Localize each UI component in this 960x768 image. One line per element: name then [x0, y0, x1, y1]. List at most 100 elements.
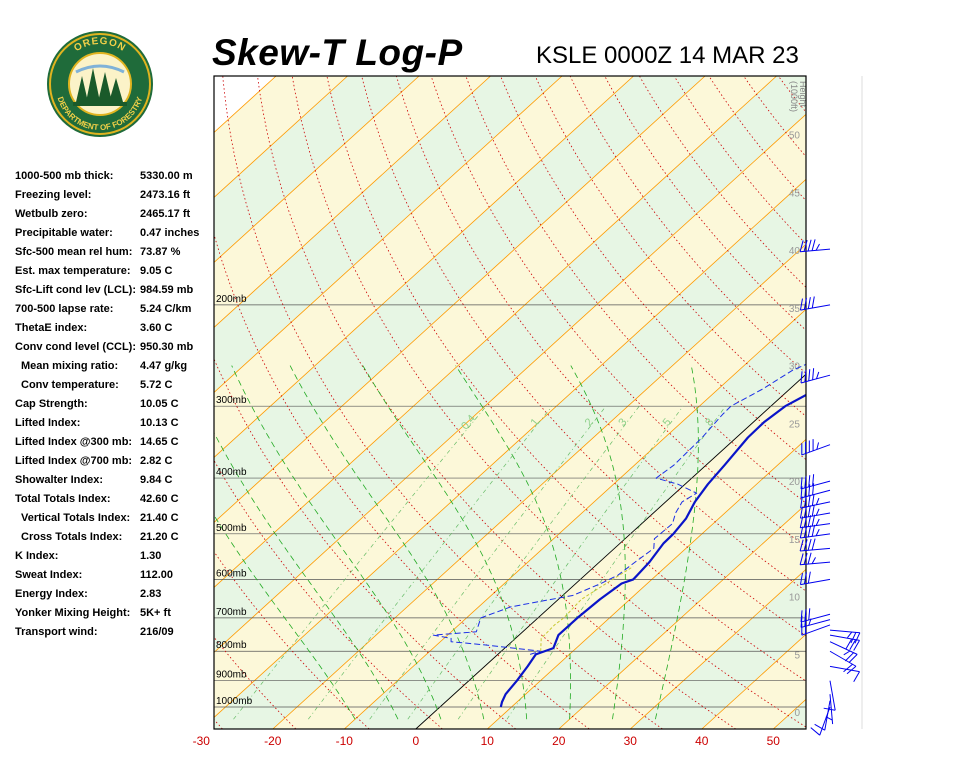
wind-barb — [823, 680, 836, 711]
index-row: Yonker Mixing Height: 5K+ ft — [15, 605, 215, 624]
mixing-ratio-line — [369, 405, 607, 720]
wind-barb — [800, 368, 831, 384]
height-tick-label: 40 — [789, 246, 801, 257]
wind-barb — [799, 296, 831, 311]
index-value: 5.72 C — [140, 379, 173, 391]
index-label: Sfc-500 mean rel hum: — [15, 246, 133, 258]
index-row: Conv temperature: 5.72 C — [15, 377, 215, 396]
index-row: ThetaE index: 3.60 C — [15, 320, 215, 339]
plot-area: 0.4 1 2 3 5 8200mb300mb400mb500mb600mb700mb80… — [0, 75, 806, 729]
index-label: K Index: — [15, 550, 59, 562]
parcel-trace — [540, 566, 634, 652]
index-label: Conv cond level (CCL): — [15, 341, 137, 353]
height-tick-label: 5 — [794, 650, 800, 661]
index-value: 112.00 — [140, 569, 174, 581]
height-tick-label: 50 — [789, 131, 801, 142]
index-row: Showalter Index: 9.84 C — [15, 472, 215, 491]
index-row: Cap Strength: 10.05 C — [15, 396, 215, 415]
dry-adiabat-line — [214, 718, 223, 729]
index-row: Freezing level: 2473.16 ft — [15, 187, 215, 206]
index-row: Conv cond level (CCL): 950.30 mb — [15, 339, 215, 358]
index-row: K Index: 1.30 — [15, 548, 215, 567]
wind-barb — [799, 538, 831, 552]
index-label: Energy Index: — [15, 588, 88, 600]
wind-barb — [801, 439, 831, 456]
dry-adiabat-line — [214, 233, 590, 729]
isotherm-line — [214, 76, 491, 328]
index-value: 2465.17 ft — [140, 208, 191, 220]
index-value: 10.05 C — [140, 398, 179, 410]
wind-barb — [799, 552, 831, 566]
x-tick-label: 20 — [552, 734, 566, 748]
wind-barb — [829, 650, 857, 675]
x-tick-label: 50 — [767, 734, 781, 748]
wind-barb — [800, 474, 831, 490]
isotherm-line — [558, 503, 806, 729]
index-row: Total Totals Index: 42.60 C — [15, 491, 215, 510]
index-row: Mean mixing ratio: 4.47 g/kg — [15, 358, 215, 377]
dry-adiabat-line — [534, 76, 806, 417]
wind-barb — [829, 634, 860, 651]
isotherm-line — [487, 438, 806, 729]
index-value: 9.05 C — [140, 265, 173, 277]
pressure-label: 500mb — [216, 523, 247, 534]
wind-barb — [799, 571, 831, 586]
index-value: 0.47 inches — [140, 227, 200, 239]
height-tick-label: 45 — [789, 188, 801, 199]
index-value: 950.30 mb — [140, 341, 194, 353]
chart-title: Skew-T Log-P — [212, 32, 463, 73]
index-row: Sfc-Lift cond lev (LCL): 984.59 mb — [15, 282, 215, 301]
dewpoint-trace — [432, 363, 806, 655]
station-time-label: KSLE 0000Z 14 MAR 23 — [536, 42, 799, 69]
dry-adiabat-line — [222, 76, 663, 729]
index-row: Est. max temperature: 9.05 C — [15, 263, 215, 282]
isotherm-line — [214, 113, 806, 653]
index-value: 1.30 — [140, 550, 162, 562]
index-label: 700-500 lapse rate: — [15, 303, 114, 315]
index-value: 2473.16 ft — [140, 189, 191, 201]
index-label: Cross Totals Index: — [21, 531, 123, 543]
wind-barb — [810, 706, 831, 736]
moist-adiabat-line — [455, 365, 571, 720]
index-value: 21.40 C — [140, 512, 179, 524]
mixing-ratio-line — [233, 405, 487, 720]
index-label: Sweat Index: — [15, 569, 83, 581]
pressure-label: 200mb — [216, 294, 247, 305]
index-label: Lifted Index @700 mb: — [15, 455, 133, 467]
isotherm-line — [272, 243, 806, 729]
isotherm-line — [214, 76, 563, 393]
height-tick-label: 20 — [789, 477, 801, 488]
index-label: ThetaE index: — [15, 322, 88, 334]
height-tick-label: 15 — [789, 535, 801, 546]
index-row: Sfc-500 mean rel hum: 73.87 % — [15, 244, 215, 263]
index-value: 5330.00 m — [140, 170, 193, 182]
x-tick-label: -30 — [193, 734, 211, 748]
dry-adiabat-line — [257, 76, 737, 729]
wind-barb — [829, 665, 860, 682]
pressure-label: 300mb — [216, 395, 247, 406]
index-value: 14.65 C — [140, 436, 179, 448]
index-value: 3.60 C — [140, 322, 173, 334]
wind-barbs-column — [799, 76, 863, 736]
height-tick-label: 10 — [789, 593, 801, 604]
wind-barb — [801, 622, 831, 636]
oregon-department-of-forestry-logo: OREGON DEPARTMENT OF FORESTRY — [46, 30, 154, 138]
pressure-label: 800mb — [216, 640, 247, 651]
logo-seal-icon: OREGON DEPARTMENT OF FORESTRY — [47, 31, 153, 137]
index-label: Lifted Index: — [15, 417, 81, 429]
index-row: Cross Totals Index: 21.20 C — [15, 529, 215, 548]
isotherm-line — [214, 76, 634, 458]
index-label: Est. max temperature: — [15, 265, 131, 277]
dry-adiabat-line — [500, 76, 806, 461]
moist-adiabat-line — [289, 365, 485, 720]
isotherm-line — [344, 308, 806, 729]
pressure-label: 900mb — [216, 670, 247, 681]
plot-frame — [213, 75, 807, 730]
index-value: 5.24 C/km — [140, 303, 192, 315]
pressure-label: 400mb — [216, 467, 247, 478]
wind-barb — [799, 239, 831, 253]
dry-adiabat-line — [0, 75, 149, 729]
dry-adiabat-line — [326, 76, 806, 682]
isotherm-line — [214, 76, 420, 263]
